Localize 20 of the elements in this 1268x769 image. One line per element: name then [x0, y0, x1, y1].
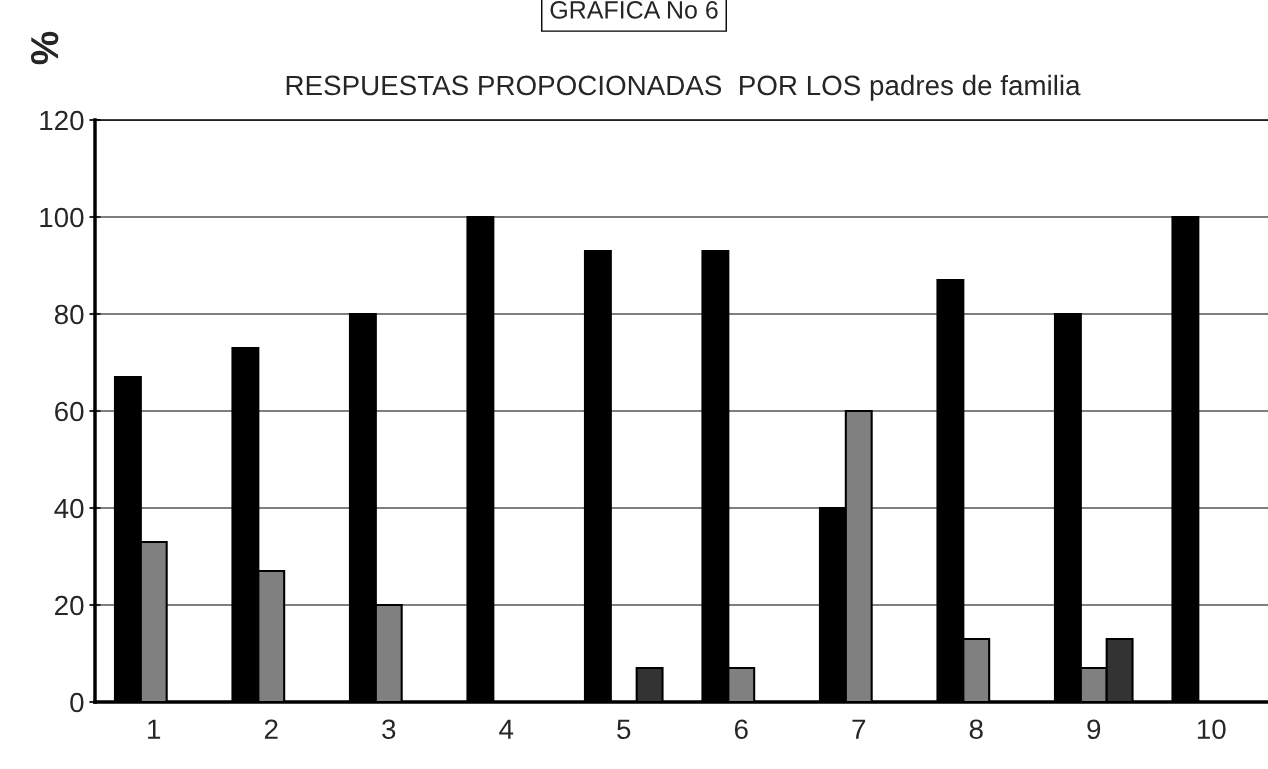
y-tick-label: 120: [40, 110, 84, 131]
y-tick-label: 60: [55, 401, 84, 422]
x-tick-label: 9: [1087, 719, 1101, 740]
x-tick-label: 7: [852, 719, 866, 739]
x-tick-label: 4: [499, 719, 514, 739]
text: GRAFICA No 6: [550, 1, 718, 19]
x-tick-label: 6: [734, 719, 748, 740]
x-tick-label: 2: [264, 719, 278, 739]
y-tick-label: 20: [55, 595, 84, 616]
x-tick-label: 10: [1197, 719, 1226, 740]
x-tick-label: 1: [148, 719, 161, 739]
y-tick-label: 80: [54, 304, 84, 325]
y-tick-label: 0: [70, 692, 84, 713]
y-tick-label: 40: [54, 498, 84, 519]
y-tick-label: 100: [40, 207, 84, 228]
x-tick-label: 5: [617, 719, 631, 740]
chart-title: RESPUESTAS PROPOCIONADAS POR LOS padres de familia: [286, 74, 1081, 101]
x-tick-label: 8: [969, 719, 983, 740]
x-tick-label: 3: [382, 719, 396, 740]
y-axis-title: %: [31, 31, 59, 65]
